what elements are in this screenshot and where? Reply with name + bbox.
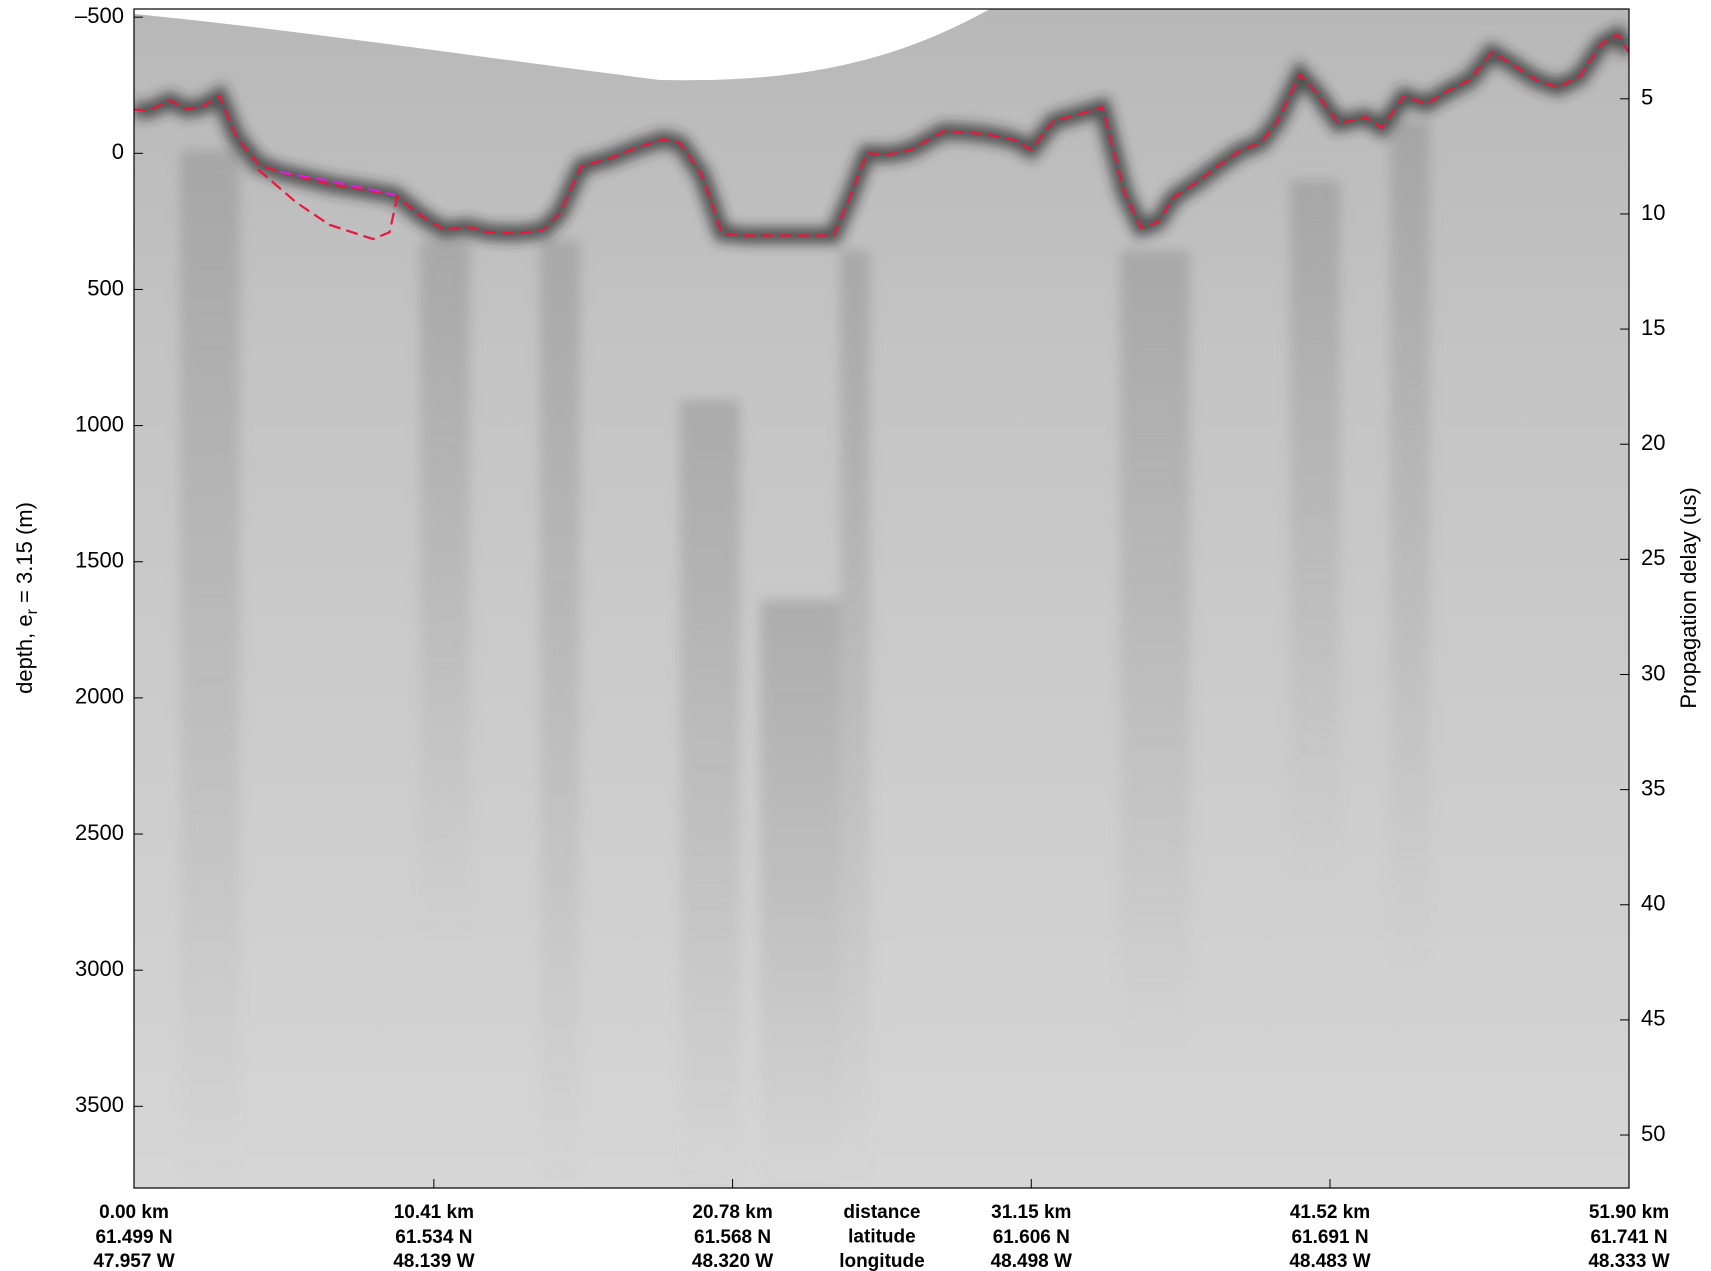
- longitude-label: 48.483 W: [1289, 1251, 1370, 1271]
- y2-tick-label: 40: [1641, 891, 1665, 916]
- bed-echo: [134, 24, 1629, 244]
- row-label: distance: [843, 1202, 920, 1223]
- y-axis-title: depth, er = 3.15 (m): [12, 502, 41, 694]
- latitude-label: 61.534 N: [395, 1227, 472, 1248]
- y-tick-label: 500: [87, 275, 124, 300]
- longitude-label: 48.498 W: [991, 1251, 1072, 1271]
- y2-tick-label: 15: [1641, 315, 1665, 340]
- x-tick-label: 10.41 km: [394, 1202, 474, 1223]
- y-tick-label: 1000: [75, 411, 124, 436]
- y2-tick-label: 5: [1641, 85, 1653, 110]
- x-tick-label: 41.52 km: [1290, 1202, 1370, 1223]
- y-tick-label: 2000: [75, 684, 124, 709]
- y-title-main: depth, e: [12, 614, 37, 694]
- row-label: latitude: [848, 1227, 916, 1248]
- x-tick-label: 51.90 km: [1589, 1202, 1669, 1223]
- y2-tick-label: 30: [1641, 660, 1665, 685]
- y-title-tail: = 3.15 (m): [12, 502, 37, 609]
- y-title-subscript: r: [24, 608, 41, 614]
- y-tick-label: 2500: [75, 820, 124, 845]
- row-label: longitude: [839, 1251, 924, 1271]
- y2-tick-label: 35: [1641, 775, 1665, 800]
- latitude-label: 61.568 N: [694, 1227, 771, 1248]
- echogram: [134, 9, 1629, 1188]
- y2-tick-label: 45: [1641, 1006, 1665, 1031]
- y-tick-label: –500: [75, 3, 124, 28]
- latitude-label: 61.741 N: [1590, 1227, 1667, 1248]
- longitude-label: 47.957 W: [93, 1251, 174, 1271]
- y2-tick-label: 20: [1641, 430, 1665, 455]
- pick-line: [257, 168, 399, 241]
- x-tick-label: 31.15 km: [991, 1202, 1071, 1223]
- air-region: [134, 9, 990, 81]
- y-tick-label: 1500: [75, 548, 124, 573]
- y-tick-label: 3000: [75, 956, 124, 981]
- x-tick-label: 20.78 km: [692, 1202, 772, 1223]
- pick-line: [279, 171, 396, 197]
- longitude-label: 48.320 W: [692, 1251, 773, 1271]
- x-tick-label: 0.00 km: [99, 1202, 169, 1223]
- longitude-label: 48.333 W: [1588, 1251, 1669, 1271]
- y2-axis-title: Propagation delay (us): [1676, 487, 1701, 708]
- y2-tick-label: 25: [1641, 545, 1665, 570]
- plot-frame: [133, 8, 1630, 1189]
- y-tick-label: 3500: [75, 1092, 124, 1117]
- y2-tick-label: 50: [1641, 1121, 1665, 1146]
- y-tick-label: 0: [112, 139, 124, 164]
- latitude-label: 61.499 N: [95, 1227, 172, 1248]
- echo-streaks: [180, 120, 1430, 1188]
- longitude-label: 48.139 W: [393, 1251, 474, 1271]
- y2-tick-label: 10: [1641, 200, 1665, 225]
- latitude-label: 61.691 N: [1291, 1227, 1368, 1248]
- latitude-label: 61.606 N: [993, 1227, 1070, 1248]
